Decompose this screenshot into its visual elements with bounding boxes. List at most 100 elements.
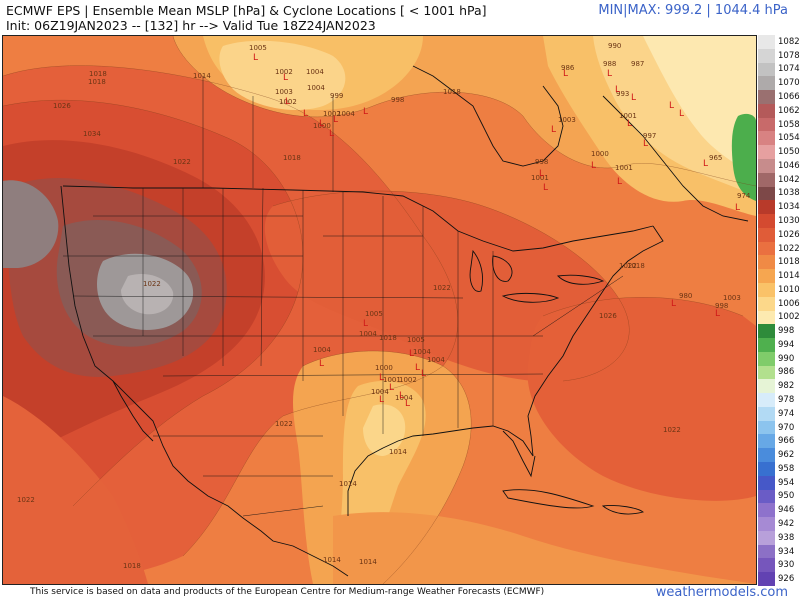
isobar-label: 1002 [399,376,417,384]
ecmwf-credit: This service is based on data and produc… [30,587,545,597]
svg-text:L: L [319,119,324,129]
isobar-label: 1014 [193,72,211,80]
colorbar-label: 1058 [778,119,800,130]
colorbar-swatch [758,310,775,325]
svg-text:L: L [679,109,684,119]
isobar-label: 998 [715,302,728,310]
colorbar-label: 942 [778,519,795,529]
colorbar-swatch [758,145,775,160]
isobar-label: 1034 [83,130,101,138]
isobar-label: 1014 [339,480,357,488]
colorbar-label: 1046 [778,160,800,171]
isobar-label: 1026 [599,312,617,320]
svg-text:L: L [615,85,620,95]
colorbar-swatch [758,90,775,105]
svg-text:L: L [399,391,404,401]
svg-text:L: L [363,107,368,117]
svg-text:L: L [379,395,384,405]
isobar-label: 990 [608,42,621,50]
colorbar-label: 986 [778,367,795,378]
isobar-label: 997 [643,132,656,140]
svg-text:L: L [631,93,636,103]
mslp-map: 1018 1026 1014 1018 1034 1022 1018 1022 … [2,35,757,585]
colorbar-swatch [758,475,775,491]
isobar-label: 1018 [283,154,301,162]
colorbar-label: 958 [778,463,795,474]
colorbar-swatch [758,365,775,380]
isobar-label: 1004 [307,84,325,92]
isobar-label: 993 [616,90,629,98]
colorbar-swatch [758,269,775,284]
colorbar-label: 1006 [778,298,800,309]
colorbar-label: 1082 [778,36,800,47]
colorbar-swatch [758,214,775,229]
colorbar-label: 978 [778,395,795,406]
svg-text:L: L [285,97,290,107]
svg-text:L: L [735,203,740,213]
colorbar-swatch [758,462,775,477]
colorbar-swatch [758,296,775,311]
isobar-label: 987 [631,60,644,68]
isobar-label: 1018 [123,562,141,570]
isobar-label: 1005 [365,310,383,318]
site-link[interactable]: weathermodels.com [655,585,788,600]
colorbar-label: 1062 [778,105,800,116]
isobar-label: 1001 [619,112,637,120]
colorbar-label: 946 [778,505,795,516]
colorbar-label: 998 [778,326,795,337]
colorbar-swatch [758,572,775,587]
isobar-label: 1022 [173,158,191,166]
colorbar-swatch [758,558,775,573]
isobar-label: 986 [561,64,575,72]
pressure-colorbar: 1082 1078 1074 1070 1066 1062 1058 1054 1050 1046… [758,35,800,587]
isobar-label: 1004 [337,110,355,118]
isobar-label: 1004 [313,346,331,354]
svg-text:L: L [303,109,308,119]
isobar-label: 998 [391,96,404,104]
colorbar-swatch [758,48,775,64]
svg-text:L: L [669,101,674,111]
min-max-readout: MIN|MAX: 999.2 | 1044.4 hPa [598,3,788,18]
init-valid-line: Init: 06Z19JAN2023 -- [132] hr --> Valid… [6,18,376,33]
svg-text:L: L [363,319,368,329]
svg-text:L: L [409,349,414,359]
isobar-label: 1005 [407,336,425,344]
isobar-label: 1002 [279,98,297,106]
isobar-label: 1018 [88,78,106,86]
isobar-label: 1002 [275,68,293,76]
colorbar-swatch [758,227,775,243]
svg-text:L: L [253,53,258,63]
colorbar-swatch [758,35,775,50]
colorbar-swatch [758,517,775,532]
colorbar-label: 1070 [778,78,800,89]
svg-text:L: L [333,115,338,125]
colorbar-label: 1078 [778,50,800,61]
colorbar-label: 982 [778,381,795,392]
colorbar-label: 1018 [778,257,800,268]
isobar-label: 1022 [619,262,637,270]
colorbar-label: 990 [778,353,795,364]
svg-text:L: L [319,359,324,369]
colorbar-swatch [758,186,775,201]
colorbar-swatch [758,200,775,215]
isobar-label: 1002 [323,110,341,118]
colorbar-label: 938 [778,532,795,543]
colorbar-label: 966 [778,436,795,447]
colorbar-swatch [758,434,775,449]
isobar-label: 1001 [615,164,633,172]
colorbar-swatch [758,255,775,270]
isobar-label: 1004 [395,394,413,402]
colorbar-label: 1010 [778,284,800,295]
colorbar-swatch [758,379,775,394]
svg-text:L: L [643,139,648,149]
isobar-label: 1000 [591,150,609,158]
colorbar-label: 1042 [778,174,800,185]
svg-text:L: L [591,161,596,171]
colorbar-label: 1074 [778,64,800,75]
svg-text:L: L [715,309,720,319]
isobar-label: 1018 [379,334,397,342]
colorbar-label: 1054 [778,133,800,144]
svg-text:L: L [379,373,384,383]
colorbar-swatch [758,103,775,119]
svg-text:L: L [539,169,544,179]
